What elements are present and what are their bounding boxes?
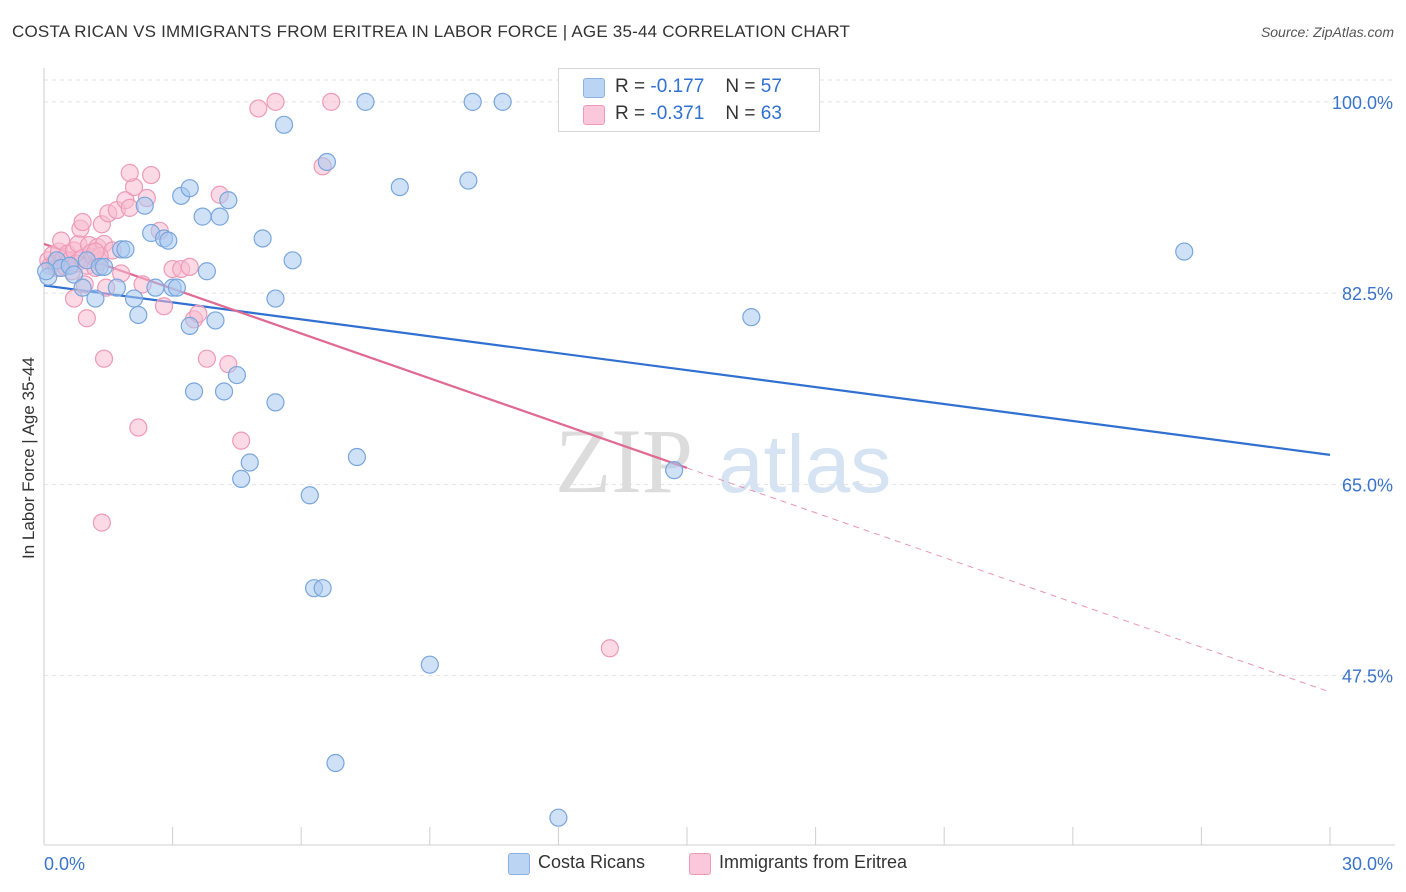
point-costa-ricans bbox=[167, 278, 186, 297]
point-eritrea bbox=[322, 92, 341, 111]
source-label: Source: ZipAtlas.com bbox=[1260, 24, 1394, 40]
legend-swatch-pink bbox=[583, 105, 605, 125]
point-eritrea bbox=[73, 212, 92, 232]
tick-labels: 47.5% 65.0% 82.5% 100.0% 0.0% 30.0% bbox=[44, 93, 1393, 874]
point-costa-ricans bbox=[94, 257, 114, 276]
trend-line-eritrea-extrapolated bbox=[686, 467, 1331, 693]
point-costa-ricans bbox=[197, 262, 216, 281]
watermark-atlas: atlas bbox=[718, 419, 891, 510]
point-costa-ricans bbox=[184, 382, 204, 401]
point-costa-ricans bbox=[193, 207, 212, 226]
point-eritrea bbox=[154, 297, 174, 316]
bottom-legend-label-costa-ricans: Costa Ricans bbox=[538, 852, 646, 872]
legend-swatch-blue bbox=[583, 78, 605, 98]
legend-r-label: R = bbox=[615, 103, 646, 124]
legend-n-value-eritrea: 63 bbox=[760, 103, 782, 124]
legend-n-label: N = bbox=[725, 76, 756, 97]
point-costa-ricans bbox=[266, 289, 285, 308]
legend-r-label: R = bbox=[615, 76, 646, 97]
point-eritrea bbox=[129, 418, 148, 437]
y-tick-label: 82.5% bbox=[1342, 284, 1393, 304]
axes bbox=[43, 68, 1395, 846]
point-costa-ricans bbox=[274, 115, 294, 134]
point-costa-ricans bbox=[210, 207, 229, 226]
data-points bbox=[37, 92, 1194, 827]
point-costa-ricans bbox=[459, 171, 478, 190]
point-eritrea bbox=[92, 513, 111, 532]
point-costa-ricans bbox=[232, 469, 251, 488]
point-costa-ricans bbox=[356, 92, 375, 111]
point-costa-ricans bbox=[159, 231, 178, 250]
point-costa-ricans bbox=[135, 196, 154, 215]
point-costa-ricans bbox=[463, 92, 482, 111]
legend-r-value-costa-ricans: -0.177 bbox=[650, 76, 705, 97]
point-costa-ricans bbox=[180, 316, 199, 335]
point-costa-ricans bbox=[73, 278, 92, 297]
x-tick-label-max: 30.0% bbox=[1342, 854, 1393, 874]
grid-lines bbox=[44, 79, 1395, 677]
bottom-legend-swatch-blue bbox=[508, 853, 530, 875]
point-eritrea bbox=[120, 198, 139, 217]
point-costa-ricans bbox=[266, 393, 285, 412]
point-costa-ricans bbox=[1175, 242, 1194, 261]
point-costa-ricans bbox=[214, 382, 234, 401]
point-costa-ricans bbox=[742, 308, 761, 327]
point-costa-ricans bbox=[37, 262, 56, 281]
point-costa-ricans bbox=[665, 461, 684, 480]
point-costa-ricans bbox=[180, 179, 199, 198]
bottom-legend-swatch-pink bbox=[689, 853, 711, 875]
point-costa-ricans bbox=[64, 265, 84, 284]
point-costa-ricans bbox=[326, 753, 345, 773]
legend-n-label: N = bbox=[725, 103, 756, 124]
correlation-legend: R = -0.177 N = 57 R = -0.371 N = 63 bbox=[558, 68, 820, 132]
legend-r-value-eritrea: -0.371 bbox=[650, 103, 705, 124]
point-eritrea bbox=[266, 92, 285, 111]
point-costa-ricans bbox=[390, 178, 409, 197]
point-costa-ricans bbox=[107, 278, 126, 297]
point-costa-ricans bbox=[146, 278, 165, 297]
point-costa-ricans bbox=[116, 240, 135, 259]
watermark: ZIP atlas bbox=[555, 410, 891, 512]
point-costa-ricans bbox=[86, 289, 105, 308]
point-eritrea bbox=[180, 257, 199, 276]
point-costa-ricans bbox=[549, 808, 568, 827]
point-costa-ricans bbox=[283, 251, 302, 270]
bottom-legend-label-eritrea: Immigrants from Eritrea bbox=[719, 852, 908, 872]
y-tick-label: 100.0% bbox=[1332, 93, 1393, 113]
point-costa-ricans bbox=[129, 305, 148, 325]
point-eritrea bbox=[249, 99, 268, 118]
point-costa-ricans bbox=[300, 486, 319, 505]
point-costa-ricans bbox=[240, 453, 259, 472]
point-costa-ricans bbox=[124, 289, 144, 308]
point-costa-ricans bbox=[206, 311, 225, 330]
point-costa-ricans bbox=[227, 365, 246, 385]
point-eritrea bbox=[197, 349, 216, 368]
point-costa-ricans bbox=[313, 579, 332, 598]
point-costa-ricans bbox=[317, 152, 337, 172]
y-axis-label: In Labor Force | Age 35-44 bbox=[19, 357, 38, 559]
y-tick-label: 47.5% bbox=[1342, 667, 1393, 687]
point-eritrea bbox=[77, 309, 96, 328]
point-eritrea bbox=[232, 431, 251, 450]
point-costa-ricans bbox=[219, 191, 238, 210]
point-eritrea bbox=[600, 639, 619, 658]
y-tick-label: 65.0% bbox=[1342, 475, 1393, 495]
point-eritrea bbox=[142, 165, 161, 185]
chart-title: COSTA RICAN VS IMMIGRANTS FROM ERITREA I… bbox=[12, 22, 851, 41]
point-costa-ricans bbox=[493, 92, 512, 111]
point-eritrea bbox=[94, 349, 114, 368]
trend-line-costa-ricans bbox=[43, 284, 1331, 456]
x-tick-label-min: 0.0% bbox=[44, 854, 85, 874]
point-costa-ricans bbox=[253, 229, 272, 248]
point-eritrea bbox=[120, 163, 139, 182]
watermark-zip: ZIP bbox=[555, 410, 693, 512]
point-costa-ricans bbox=[347, 447, 367, 467]
trend-lines bbox=[43, 242, 1331, 693]
point-costa-ricans bbox=[420, 655, 439, 674]
legend-n-value-costa-ricans: 57 bbox=[760, 76, 782, 97]
